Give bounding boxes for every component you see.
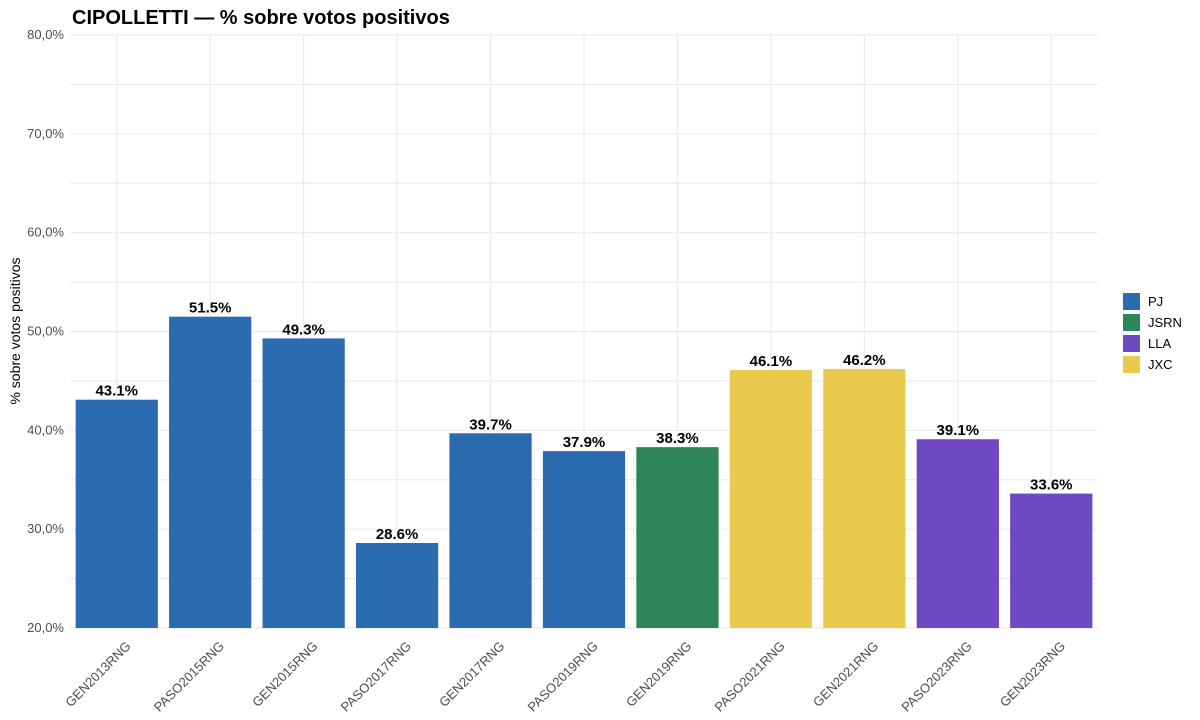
bar-paso2019rng	[542, 451, 626, 628]
data-label: 39.7%	[469, 416, 512, 433]
y-tick-label: 30,0%	[27, 521, 64, 536]
data-label: 39.1%	[937, 422, 980, 439]
legend-label-jxc: JXC	[1148, 357, 1173, 372]
x-tick-label: GEN2017RNG	[436, 638, 507, 709]
y-axis: 20,0% 30,0% 40,0% 50,0% 60,0% 70,0% 80,0%	[27, 27, 64, 635]
bar-paso2015rng	[169, 316, 252, 628]
chart-title: CIPOLLETTI — % sobre votos positivos	[72, 7, 450, 29]
data-label: 46.1%	[750, 353, 793, 370]
legend-swatch-lla	[1123, 335, 1140, 352]
bar-gen2015rng	[262, 338, 345, 628]
data-label: 37.9%	[563, 434, 606, 451]
x-tick-label: GEN2021RNG	[810, 638, 881, 709]
legend-label-pj: PJ	[1148, 294, 1163, 309]
bar-gen2023rng	[1010, 493, 1093, 628]
x-tick-label: GEN2023RNG	[997, 638, 1068, 709]
data-labels: 43.1% 51.5% 49.3% 28.6% 39.7% 37.9% 38.3% 46.1%…	[95, 300, 1072, 543]
legend: PJ JSRN LLA JXC	[1123, 293, 1182, 373]
legend-swatch-jsrn	[1123, 314, 1140, 331]
legend-swatch-jxc	[1123, 356, 1140, 373]
y-axis-title: % sobre votos positivos	[7, 257, 23, 404]
x-tick-label: GEN2015RNG	[249, 638, 320, 709]
data-label: 28.6%	[376, 526, 419, 543]
legend-label-lla: LLA	[1148, 336, 1171, 351]
bar-gen2013rng	[75, 399, 158, 628]
bar-paso2021rng	[729, 370, 813, 628]
x-tick-label: PASO2017RNG	[338, 638, 414, 714]
data-label: 51.5%	[189, 300, 232, 317]
bar-gen2019rng	[636, 447, 719, 628]
legend-label-jsrn: JSRN	[1148, 315, 1182, 330]
x-tick-label: PASO2019RNG	[525, 638, 601, 714]
data-label: 33.6%	[1030, 477, 1073, 494]
data-label: 46.2%	[843, 352, 886, 369]
y-tick-label: 60,0%	[27, 225, 64, 240]
x-tick-label: PASO2023RNG	[898, 638, 974, 714]
data-label: 43.1%	[95, 383, 138, 400]
bar-gen2021rng	[823, 369, 906, 628]
x-tick-label: PASO2021RNG	[711, 638, 787, 714]
y-tick-label: 40,0%	[27, 422, 64, 437]
y-tick-label: 50,0%	[27, 324, 64, 339]
bar-paso2017rng	[355, 543, 439, 628]
data-label: 38.3%	[656, 430, 699, 447]
legend-swatch-pj	[1123, 293, 1140, 310]
data-label: 49.3%	[282, 321, 325, 338]
y-tick-label: 70,0%	[27, 126, 64, 141]
bar-paso2023rng	[916, 439, 999, 628]
y-tick-label: 20,0%	[27, 620, 64, 635]
x-axis: GEN2013RNG PASO2015RNG GEN2015RNG PASO2017R…	[62, 638, 1068, 714]
y-tick-label: 80,0%	[27, 27, 64, 42]
x-tick-label: GEN2019RNG	[623, 638, 694, 709]
bar-gen2017rng	[449, 433, 532, 628]
x-tick-label: GEN2013RNG	[62, 638, 133, 709]
x-tick-label: PASO2015RNG	[151, 638, 227, 714]
bars	[75, 316, 1093, 628]
